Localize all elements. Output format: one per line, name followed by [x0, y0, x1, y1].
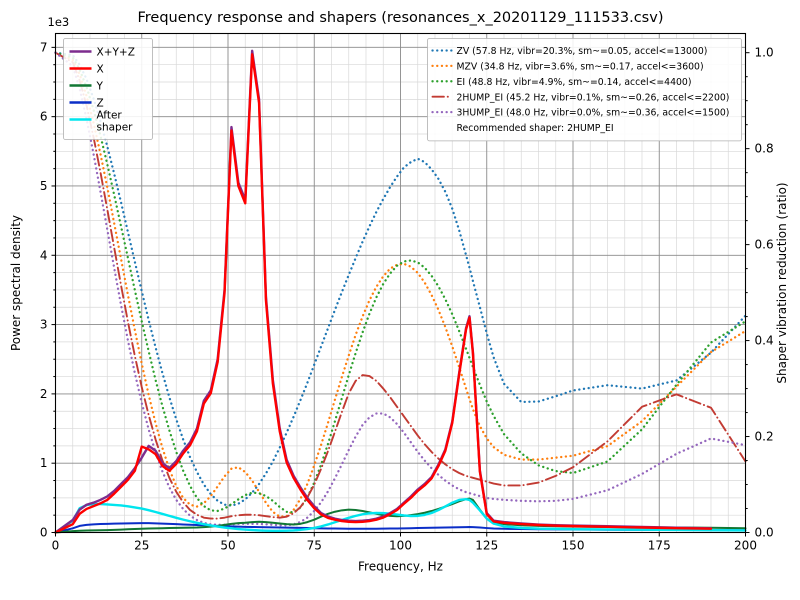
ytick-label-right: 0.0 [755, 526, 774, 540]
legend-shaper-label-ei: EI (48.8 Hz, vibr=4.9%, sm~=0.14, accel<… [457, 77, 692, 88]
y-axis-offset-text: 1e3 [48, 15, 70, 29]
xtick-label: 100 [389, 539, 412, 553]
legend-psd-label-z: Z [97, 98, 104, 110]
xtick-label: 150 [562, 539, 585, 553]
ytick-label-right: 1.0 [755, 46, 774, 60]
ytick-label-right: 0.2 [755, 430, 774, 444]
xtick-label: 125 [475, 539, 498, 553]
shaper-curve-mzv [54, 51, 747, 518]
recommended-shaper-text: Recommended shaper: 2HUMP_EI [457, 123, 614, 134]
psd-curve-after-shaper [54, 498, 747, 534]
legend-shaper-label-mzv: MZV (34.8 Hz, vibr=3.6%, sm~=0.17, accel… [457, 62, 704, 73]
axis-labels: Frequency response and shapers (resonanc… [9, 10, 789, 574]
legend-shapers: ZV (57.8 Hz, vibr=20.3%, sm~=0.05, accel… [427, 38, 742, 142]
legend-shapers-box [427, 38, 742, 142]
shaper-curve-zv [54, 51, 747, 507]
ytick-label-left: 0 [40, 526, 48, 540]
legend-shaper-label-3hump_ei: 3HUMP_EI (48.0 Hz, vibr=0.0%, sm~=0.36, … [457, 108, 730, 119]
xtick-label: 50 [220, 539, 235, 553]
legend-shaper-label-zv: ZV (57.8 Hz, vibr=20.3%, sm~=0.05, accel… [457, 46, 708, 57]
shaper-curve-2hump_ei [54, 51, 747, 520]
x-axis-label: Frequency, Hz [358, 560, 443, 574]
y-axis-label-left: Power spectral density [9, 215, 23, 351]
axis-ticks: 0 25 50 75 100 125 150 175 200 0 1 2 3 4 5 6 7 0.0 0.2 0.4 0… [40, 40, 774, 552]
ytick-label-left: 6 [40, 110, 48, 124]
ytick-label-left: 2 [40, 387, 48, 401]
ytick-label-left: 5 [40, 179, 48, 193]
y-axis-label-right: Shaper vibration reduction (ratio) [775, 182, 789, 383]
xtick-label: 175 [648, 539, 671, 553]
ytick-label-left: 1 [40, 456, 48, 470]
shaper-curve-3hump_ei [54, 51, 747, 527]
ytick-label-right: 0.6 [755, 238, 774, 252]
legend-shaper-label-2hump_ei: 2HUMP_EI (45.2 Hz, vibr=0.1%, sm~=0.26, … [457, 92, 730, 103]
ytick-label-left: 3 [40, 318, 48, 332]
legend-psd-label-x: X [97, 64, 104, 76]
psd-curve-x [54, 53, 713, 534]
shaper-curves [54, 51, 747, 527]
ytick-label-right: 0.8 [755, 142, 774, 156]
legend-psd-box [63, 38, 153, 140]
legend-psd-label-y: Y [96, 81, 104, 93]
xtick-label: 200 [734, 539, 757, 553]
legend-psd-label-x-y-z: X+Y+Z [97, 47, 135, 59]
psd-curves [54, 49, 747, 534]
ytick-label-left: 4 [40, 248, 48, 262]
chart-title: Frequency response and shapers (resonanc… [138, 10, 664, 26]
ytick-label-right: 0.4 [755, 334, 774, 348]
ytick-label-left: 7 [40, 40, 48, 54]
xtick-label: 0 [52, 539, 60, 553]
xtick-label: 25 [134, 539, 149, 553]
xtick-label: 75 [307, 539, 322, 553]
